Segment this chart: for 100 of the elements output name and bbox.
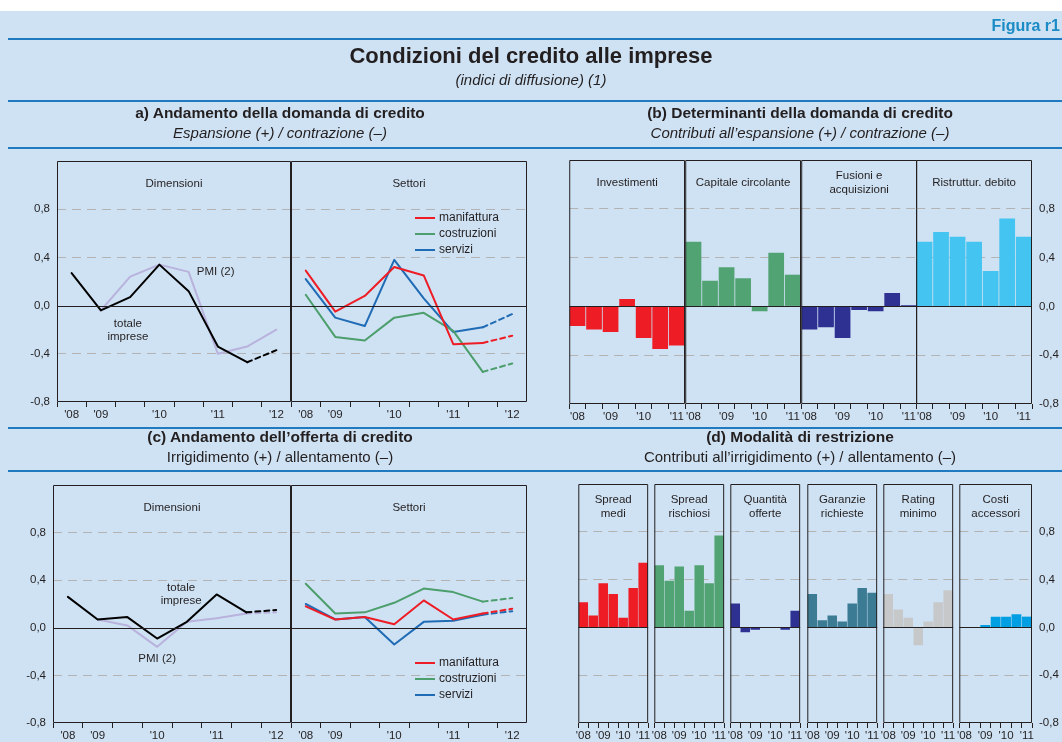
x-tick-label: '08 — [956, 729, 972, 742]
text: Costi accessori — [971, 493, 1020, 520]
text: Ristruttur. debito — [932, 176, 1016, 189]
x-tick-label: '12 — [504, 729, 520, 742]
x-tick-label: '08 — [569, 410, 585, 423]
text: (indici di diffusione) (1) — [455, 71, 607, 88]
text: Spread medi — [594, 493, 632, 520]
text: Investimenti — [596, 176, 658, 189]
x-tick-label: '12 — [268, 729, 284, 742]
text: Garanzie richieste — [818, 493, 866, 520]
x-tick-label: '09 — [977, 729, 993, 742]
x-tick-label: '10 — [386, 729, 402, 742]
x-tick-label: '08 — [298, 729, 314, 742]
series-label: totale imprese — [107, 316, 149, 342]
x-tick-label: '08 — [651, 729, 667, 742]
text: Settori — [392, 501, 426, 514]
x-tick-label: '08 — [727, 729, 743, 742]
text: Settori — [392, 177, 426, 190]
text: Capitale circolante — [695, 176, 791, 189]
series-label: PMI (2) — [138, 652, 177, 665]
x-tick-label: '08 — [64, 408, 80, 421]
y-tick-label: -0,4 — [26, 668, 47, 681]
bar — [751, 306, 768, 312]
x-tick-label: '11 — [788, 729, 803, 742]
legend-label: costruzioni — [439, 226, 497, 241]
text: (b) Determinanti della domanda di credito — [647, 104, 953, 122]
x-tick-label: '11 — [446, 729, 461, 742]
x-tick-label: '11 — [446, 408, 461, 421]
y-tick-label: -0,4 — [1039, 348, 1060, 361]
text: Contributi all’irrigidimento (+) / allentamento (–) — [643, 448, 957, 465]
x-tick-label: '09 — [900, 729, 916, 742]
x-tick-label: '10 — [983, 410, 999, 423]
x-tick-label: '09 — [835, 410, 851, 423]
x-tick-label: '11 — [210, 408, 225, 421]
y-tick-label: 0,4 — [30, 573, 47, 586]
text: (d) Modalità di restrizione — [706, 428, 894, 446]
x-tick-label: '10 — [151, 408, 167, 421]
x-tick-label: '09 — [595, 729, 611, 742]
x-tick-label: '08 — [685, 410, 701, 423]
x-tick-label: '08 — [575, 729, 591, 742]
x-tick-label: '11 — [712, 729, 727, 742]
legend-label: costruzioni — [439, 671, 497, 686]
y-tick-label: 0,0 — [34, 298, 50, 311]
legend-label: servizi — [439, 242, 474, 257]
y-tick-label: -0,8 — [30, 395, 50, 408]
x-tick-label: '09 — [950, 410, 966, 423]
x-tick-label: '12 — [268, 408, 284, 421]
text: Dimensioni — [143, 501, 201, 514]
x-tick-label: '11 — [941, 729, 956, 742]
x-tick-label: '10 — [386, 408, 402, 421]
x-tick-label: '08 — [801, 410, 817, 423]
bar — [913, 627, 923, 646]
text: Contributi all’espansione (+) / contrazione (–) — [650, 124, 950, 141]
x-tick-label: '10 — [636, 410, 652, 423]
text: Spread rischiosi — [668, 493, 710, 520]
x-tick-label: '09 — [90, 729, 106, 742]
x-tick-label: '08 — [60, 729, 76, 742]
y-tick-label: 0,8 — [1039, 201, 1055, 214]
y-tick-label: -0,8 — [1039, 397, 1059, 410]
x-tick-label: '08 — [880, 729, 896, 742]
x-tick-label: '09 — [671, 729, 687, 742]
x-tick-label: '11 — [785, 410, 800, 423]
y-tick-label: -0,4 — [1039, 668, 1060, 681]
y-tick-label: 0,0 — [1039, 299, 1055, 312]
x-tick-label: '11 — [636, 729, 651, 742]
x-tick-label: '10 — [844, 729, 860, 742]
x-tick-label: '09 — [327, 729, 343, 742]
x-tick-label: '08 — [804, 729, 820, 742]
x-tick-label: '10 — [149, 729, 165, 742]
x-tick-label: '10 — [691, 729, 707, 742]
text: Espansione (+) / contrazione (–) — [173, 124, 387, 141]
x-tick-label: '11 — [865, 729, 880, 742]
text: Figura r1 — [991, 17, 1060, 35]
x-tick-label: '11 — [209, 729, 224, 742]
x-tick-label: '08 — [298, 408, 314, 421]
legend-label: manifattura — [439, 210, 500, 225]
y-tick-label: 0,8 — [30, 525, 46, 538]
y-tick-label: -0,8 — [1039, 716, 1059, 729]
x-tick-label: '11 — [669, 410, 684, 423]
y-tick-label: 0,4 — [1039, 572, 1056, 585]
series-label: totale imprese — [160, 580, 202, 606]
x-tick-label: '12 — [504, 408, 520, 421]
text: (c) Andamento dell’offerta di credito — [147, 428, 413, 446]
text: a) Andamento della domanda di credito — [135, 104, 425, 122]
legend-label: servizi — [439, 687, 474, 702]
x-tick-label: '09 — [93, 408, 109, 421]
x-tick-label: '09 — [719, 410, 735, 423]
x-tick-label: '10 — [752, 410, 768, 423]
x-tick-label: '09 — [747, 729, 763, 742]
x-tick-label: '09 — [327, 408, 343, 421]
x-tick-label: '11 — [901, 410, 916, 423]
series-label: PMI (2) — [196, 265, 235, 278]
x-tick-label: '10 — [868, 410, 884, 423]
x-tick-label: '11 — [1016, 410, 1031, 423]
x-tick-label: '10 — [615, 729, 631, 742]
x-tick-label: '09 — [824, 729, 840, 742]
y-tick-label: 0,8 — [1039, 524, 1055, 537]
x-tick-label: '10 — [920, 729, 936, 742]
y-tick-label: 0,0 — [1039, 620, 1055, 633]
y-tick-label: -0,4 — [30, 346, 51, 359]
